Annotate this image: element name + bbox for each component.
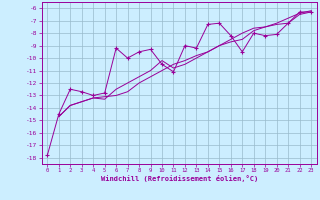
X-axis label: Windchill (Refroidissement éolien,°C): Windchill (Refroidissement éolien,°C) (100, 175, 258, 182)
